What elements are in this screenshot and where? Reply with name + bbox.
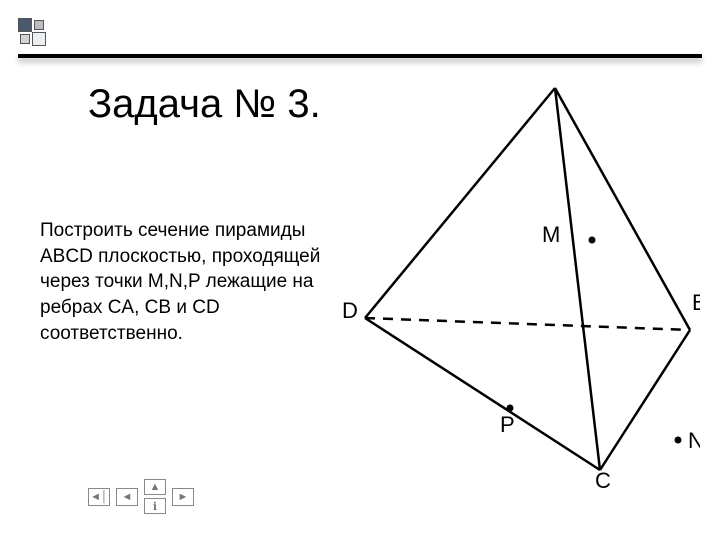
nav-up-button[interactable]: ▲ [144,479,166,495]
svg-text:C: C [595,468,611,490]
nav-prev-button[interactable]: ◄ [116,488,138,506]
slide-title: Задача № 3. [88,82,321,127]
svg-text:B: B [692,290,700,315]
slide-nav: ◄│ ◄ ▲ ℹ ► [88,479,194,514]
svg-text:A: A [550,70,565,73]
title-rule [18,54,702,58]
svg-text:D: D [342,298,358,323]
svg-text:N: N [688,428,700,453]
problem-text: Построить сечение пирамиды ABCD плоскост… [40,218,340,346]
svg-text:M: M [542,222,560,247]
pyramid-diagram: A B C D M N P [340,70,700,490]
slide-corner-decoration [18,18,50,50]
nav-next-button[interactable]: ► [172,488,194,506]
nav-info-button[interactable]: ℹ [144,498,166,514]
nav-first-button[interactable]: ◄│ [88,488,110,506]
svg-text:P: P [500,412,515,437]
